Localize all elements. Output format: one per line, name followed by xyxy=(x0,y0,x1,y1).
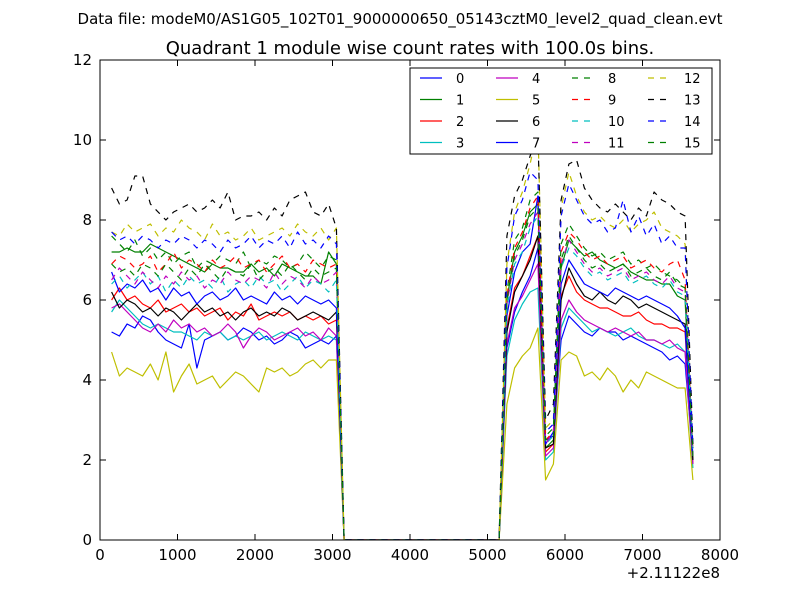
series-2-line xyxy=(111,235,694,540)
data-file-title: Data file: modeM0/AS1G05_102T01_90000006… xyxy=(78,10,723,29)
y-tick-label: 6 xyxy=(82,291,92,309)
series-8-line xyxy=(111,191,694,540)
series-0-line xyxy=(111,247,694,540)
legend-label-13: 13 xyxy=(684,94,701,109)
legend-label-2: 2 xyxy=(456,115,464,130)
x-tick-label: 7000 xyxy=(623,546,661,564)
legend-label-1: 1 xyxy=(456,94,464,109)
series-5-line xyxy=(111,327,694,540)
y-tick-label: 2 xyxy=(82,451,92,469)
legend-label-12: 12 xyxy=(684,72,701,87)
legend-label-3: 3 xyxy=(456,137,464,152)
series-10-line xyxy=(111,215,694,540)
legend-label-14: 14 xyxy=(684,115,701,130)
series-12-line xyxy=(111,127,694,540)
chart-title: Quadrant 1 module wise count rates with … xyxy=(166,38,655,59)
x-tick-label: 0 xyxy=(95,546,105,564)
x-tick-label: 1000 xyxy=(158,546,196,564)
legend-label-5: 5 xyxy=(532,94,540,109)
x-tick-label: 4000 xyxy=(391,546,429,564)
x-tick-label: 6000 xyxy=(546,546,584,564)
y-tick-label: 0 xyxy=(82,531,92,549)
series-7-line xyxy=(111,195,694,540)
plot-area xyxy=(111,127,694,540)
series-4-line xyxy=(111,263,694,540)
series-6-line xyxy=(111,235,694,540)
series-9-line xyxy=(111,195,694,540)
y-tick-label: 10 xyxy=(73,131,92,149)
legend-label-0: 0 xyxy=(456,72,464,87)
axes: 0 1000 2000 3000 4000 5000 6000 7000 80000246810… xyxy=(73,51,739,564)
x-tick-label: 5000 xyxy=(468,546,506,564)
y-tick-label: 8 xyxy=(82,211,92,229)
legend-label-6: 6 xyxy=(532,115,540,130)
legend-label-15: 15 xyxy=(684,137,701,152)
x-tick-label: 2000 xyxy=(236,546,274,564)
x-offset-label: +2.11122e8 xyxy=(627,564,720,582)
legend-label-10: 10 xyxy=(608,115,625,130)
series-14-line xyxy=(111,171,694,540)
legend-label-8: 8 xyxy=(608,72,616,87)
legend-label-4: 4 xyxy=(532,72,540,87)
legend-label-7: 7 xyxy=(532,137,540,152)
legend-label-11: 11 xyxy=(608,137,625,152)
y-tick-label: 4 xyxy=(82,371,92,389)
y-tick-label: 12 xyxy=(73,51,92,69)
legend-frame xyxy=(409,67,713,155)
x-tick-label: 3000 xyxy=(313,546,351,564)
series-15-line xyxy=(111,207,694,540)
legend-label-9: 9 xyxy=(608,94,616,109)
x-tick-label: 8000 xyxy=(701,546,739,564)
series-3-line xyxy=(111,287,694,540)
